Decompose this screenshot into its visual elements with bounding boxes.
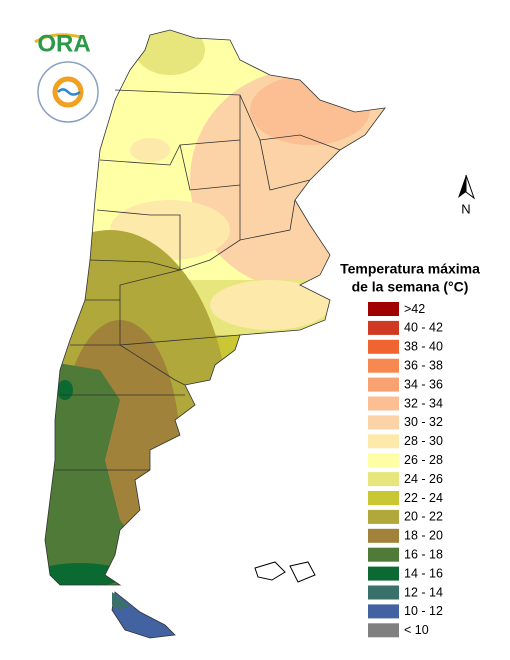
province-borders [44,29,386,586]
legend-label: 40 - 42 [404,321,443,335]
legend-swatch [368,491,399,505]
legend-swatch [368,528,399,543]
legend-label: 34 - 36 [404,377,443,391]
north-label: N [461,201,470,216]
legend-swatch [368,320,399,335]
legend-label: 18 - 20 [404,529,443,543]
legend-swatch [368,339,399,354]
logo-text: ORA [37,30,90,57]
tierra-del-fuego [111,591,176,639]
legend: Temperatura máxima de la semana (°C) >42 40… [340,261,480,638]
legend-title: Temperatura máxima [340,261,480,277]
legend-swatch [368,302,399,316]
legend-label: < 10 [404,623,429,637]
logo-swoosh [34,33,86,44]
legend-swatch [368,604,399,619]
legend-swatch [368,434,399,449]
legend-swatch [368,566,399,581]
legend-label: 28 - 30 [404,434,443,448]
arrow-half [458,175,466,198]
legend-label: 30 - 32 [404,415,443,429]
legend-swatch [368,453,399,468]
legend-label: 38 - 40 [404,340,443,354]
legend-swatch [368,547,399,562]
legend-swatch [368,623,399,638]
tierra-del-fuego-west [112,592,130,610]
legend-swatch [368,377,399,392]
legend-label: 16 - 18 [404,547,443,561]
legend-swatch [368,585,399,600]
legend-label: 20 - 22 [404,510,443,524]
legend-label: 36 - 38 [404,358,443,372]
legend-swatch [368,415,399,430]
legend-label: >42 [404,302,425,316]
legend-label: 24 - 26 [404,472,443,486]
legend-label: 14 - 16 [404,566,443,580]
legend-swatch [368,509,399,524]
seal-ring [52,76,84,108]
legend-label: 32 - 34 [404,396,443,410]
legend-label: 22 - 24 [404,491,443,505]
legend-swatch [368,472,399,487]
legend-swatch [368,358,399,373]
legend-label: 26 - 28 [404,453,443,467]
seal-wave [57,88,81,96]
arrow-half [465,174,476,200]
legend-label: 12 - 14 [404,585,443,599]
logo: ORA [34,30,99,123]
legend-swatch [368,396,399,411]
malvinas [254,561,316,583]
legend-title: de la semana (°C) [352,279,469,295]
north-arrow: N [458,174,476,216]
legend-label: 10 - 12 [404,604,443,618]
